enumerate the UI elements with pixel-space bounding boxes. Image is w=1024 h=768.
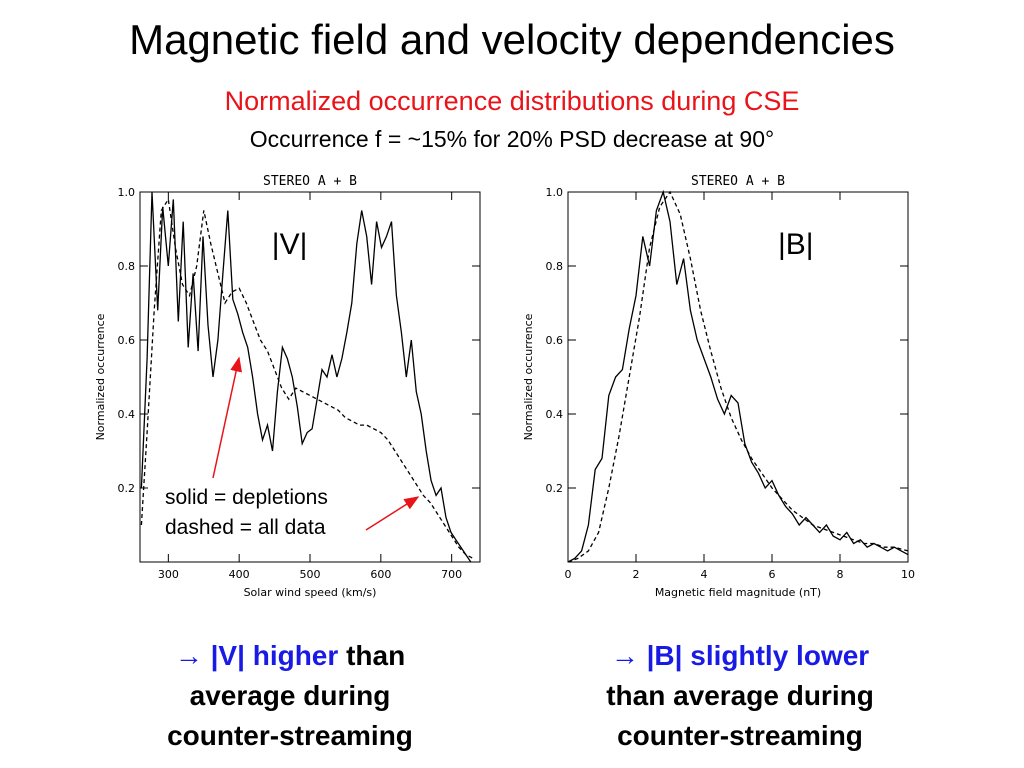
series-line-depletions (567, 189, 909, 563)
y-tick-label: 0.6 (118, 334, 136, 347)
y-tick-label: 1.0 (118, 186, 136, 199)
magnetic-field-chart: STEREO A + B |B| 0 2 4 6 8 10 0.2 0.4 0.6 0.8 1.0 Mag… (522, 174, 915, 599)
velocity-conclusion: → |V| higher than average during counter… (110, 636, 470, 756)
chart-title: STEREO A + B (263, 174, 357, 189)
series-line-all-data (567, 190, 909, 563)
series-line-all-data (140, 197, 474, 559)
line-style-legend: solid = depletions dashed = all data (165, 483, 328, 543)
velocity-text-2: average during (189, 680, 391, 711)
chart-title: STEREO A + B (691, 174, 785, 189)
x-tick-label: 500 (300, 568, 321, 581)
y-tick-label: 0.6 (546, 334, 564, 347)
magnetic-highlight: |B| slightly lower (646, 640, 870, 671)
x-axis-label: Magnetic field magnitude (nT) (655, 586, 821, 599)
velocity-text-1: than (346, 640, 406, 671)
slide-subtitle: Normalized occurrence distributions duri… (224, 86, 800, 116)
y-axis-label: Normalized occurrence (522, 313, 535, 440)
y-tick-label: 0.4 (546, 408, 564, 421)
plot-frame (567, 191, 909, 563)
magnetic-text-2: than average during (606, 680, 874, 711)
magnetic-text-3: counter-streaming (617, 720, 863, 751)
magnetic-conclusion: → |B| slightly lower than average during… (555, 636, 925, 756)
x-tick-label: 2 (633, 568, 640, 581)
y-tick-label: 0.2 (546, 482, 564, 495)
x-tick-label: 10 (901, 568, 915, 581)
velocity-text-3: counter-streaming (167, 720, 413, 751)
arrow-icon: → (174, 640, 203, 671)
y-tick-label: 0.8 (118, 260, 136, 273)
series-line-depletions (140, 191, 472, 563)
x-tick-label: 400 (229, 568, 250, 581)
y-tick-label: 0.4 (118, 408, 136, 421)
x-tick-label: 0 (565, 568, 572, 581)
panel-label: |V| (272, 228, 308, 261)
y-axis-label: Normalized occurrence (94, 313, 107, 440)
y-tick-label: 0.2 (118, 482, 136, 495)
velocity-highlight: |V| higher (210, 640, 339, 671)
x-tick-label: 600 (370, 568, 391, 581)
arrow-icon: → (610, 640, 639, 671)
y-tick-label: 0.8 (546, 260, 564, 273)
dashed-line-label: dashed = all data (165, 516, 326, 539)
slide-subtitle-detail: Occurrence f = ~15% for 20% PSD decrease… (249, 126, 775, 152)
y-tick-label: 1.0 (546, 186, 564, 199)
solid-line-label: solid = depletions (165, 486, 328, 509)
x-axis-label: Solar wind speed (km/s) (244, 586, 377, 599)
x-tick-label: 8 (837, 568, 844, 581)
x-tick-label: 300 (158, 568, 179, 581)
panel-label: |B| (778, 228, 814, 261)
slide-title: Magnetic field and velocity dependencies (129, 16, 895, 63)
x-tick-label: 6 (769, 568, 776, 581)
x-tick-label: 700 (441, 568, 462, 581)
velocity-chart: STEREO A + B |V| 300 400 500 600 700 0.2 0.4 0.6 0… (94, 174, 481, 599)
x-tick-label: 4 (701, 568, 708, 581)
